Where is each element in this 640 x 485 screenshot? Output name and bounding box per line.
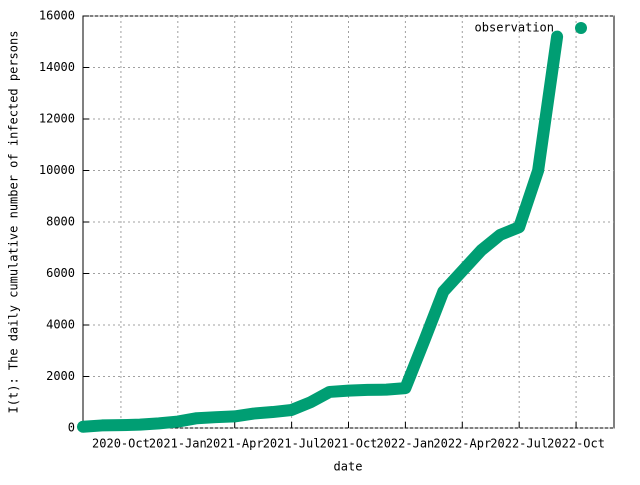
x-tick-label: 2021-Apr	[206, 437, 264, 451]
x-tick-label: 2022-Oct	[547, 437, 605, 451]
y-tick-label: 2000	[46, 369, 75, 383]
y-tick-label: 12000	[39, 112, 75, 126]
y-axis-label: I(t): The daily cumulative number of inf…	[7, 31, 21, 414]
x-tick-label: 2021-Jul	[263, 437, 321, 451]
x-tick-label: 2022-Jan	[376, 437, 434, 451]
y-tick-label: 4000	[46, 318, 75, 332]
x-axis-label: date	[334, 460, 363, 474]
y-tick-label: 14000	[39, 60, 75, 74]
legend-marker	[575, 22, 587, 34]
y-tick-label: 6000	[46, 266, 75, 280]
x-tick-label: 2020-Oct	[92, 437, 150, 451]
legend-label: observation	[475, 21, 554, 35]
x-tick-label: 2022-Apr	[433, 437, 491, 451]
y-tick-label: 0	[68, 421, 75, 435]
y-tick-label: 8000	[46, 215, 75, 229]
y-tick-label: 16000	[39, 9, 75, 23]
x-tick-label: 2021-Oct	[320, 437, 378, 451]
y-tick-label: 10000	[39, 163, 75, 177]
x-tick-label: 2021-Jan	[149, 437, 207, 451]
data-line	[77, 30, 564, 433]
x-tick-label: 2022-Jul	[490, 437, 548, 451]
